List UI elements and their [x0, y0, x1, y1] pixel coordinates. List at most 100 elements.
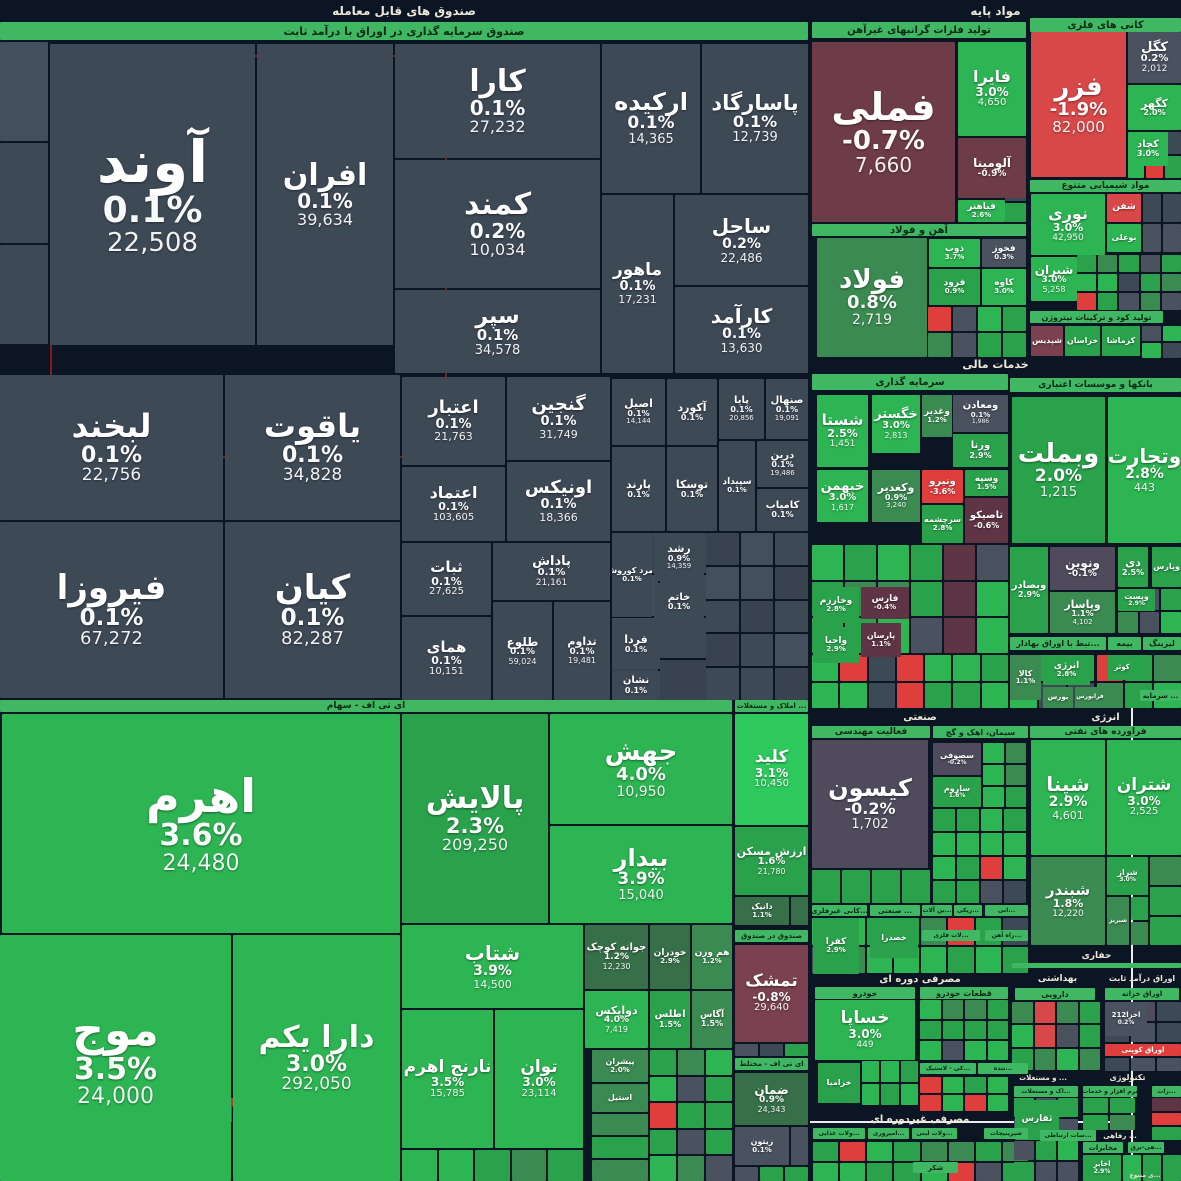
mosaic-cell[interactable]	[706, 1156, 732, 1181]
mosaic-cell[interactable]	[1143, 1155, 1161, 1181]
mosaic-cell[interactable]	[0, 42, 48, 142]
tile-naranj[interactable]: نارنج اهرم 3.5% 15,785	[402, 1010, 493, 1148]
mosaic-cell[interactable]	[775, 634, 808, 667]
tile-yaghoot[interactable]: یاقوت 0.1% 34,828	[225, 375, 400, 520]
mosaic-cell[interactable]	[881, 1084, 899, 1105]
tile-akhabar[interactable]: اخابر 2.9%	[1083, 1155, 1121, 1181]
mosaic-cell[interactable]	[650, 1103, 676, 1128]
mosaic-cell[interactable]	[1057, 1048, 1078, 1070]
tile-separ[interactable]: سپر 0.1% 34,578	[395, 290, 600, 373]
mosaic-cell[interactable]	[1163, 194, 1181, 222]
mosaic-cell[interactable]	[942, 1020, 963, 1040]
mosaic-cell[interactable]	[975, 1162, 1001, 1181]
mosaic-cell[interactable]	[1150, 857, 1181, 885]
mosaic-cell[interactable]	[402, 1150, 437, 1181]
mosaic-cell[interactable]	[956, 833, 979, 855]
mosaic-cell[interactable]	[956, 857, 979, 879]
tile-sonhal[interactable]: صنهال 0.1% 19,091	[766, 379, 808, 439]
tile-steel[interactable]: استیل	[592, 1084, 648, 1112]
mosaic-cell[interactable]	[965, 1020, 986, 1040]
mosaic-cell[interactable]	[978, 333, 1001, 357]
mosaic-cell[interactable]	[740, 533, 774, 565]
tile-akhza[interactable]: اخزا212 0.2%	[1105, 1002, 1147, 1036]
tile-zeman[interactable]: ضمان 0.9% 24,343	[735, 1073, 808, 1125]
mosaic-cell[interactable]	[933, 809, 955, 831]
mosaic-cell[interactable]	[942, 1000, 963, 1019]
mosaic-cell[interactable]	[706, 1050, 732, 1075]
tile-vomaaden[interactable]: ومعادن 0.1% 1,986	[953, 395, 1008, 432]
tile-shebriz[interactable]: شبریز	[1107, 897, 1129, 945]
mosaic-cell[interactable]	[928, 307, 951, 331]
mosaic-cell[interactable]	[1079, 1025, 1100, 1047]
mosaic-cell[interactable]	[1150, 887, 1181, 915]
tile-fars[interactable]: فارس -0.4%	[861, 587, 909, 619]
mosaic-cell[interactable]	[1003, 333, 1026, 357]
mosaic-cell[interactable]	[981, 655, 1008, 681]
mosaic-cell[interactable]	[650, 1076, 676, 1102]
mosaic-cell[interactable]	[1161, 589, 1181, 610]
mosaic-cell[interactable]	[706, 1129, 732, 1155]
mosaic-cell[interactable]	[475, 1150, 510, 1181]
mosaic-cell[interactable]	[678, 1103, 704, 1128]
mosaic-cell[interactable]	[1131, 922, 1148, 945]
tile-vepost[interactable]: وپست 2.9%	[1118, 589, 1155, 611]
mosaic-cell[interactable]	[953, 655, 980, 681]
tile-sheraz[interactable]: شراز 3.0%	[1107, 857, 1148, 895]
mosaic-cell[interactable]	[987, 1077, 1008, 1093]
mosaic-cell[interactable]	[862, 1084, 880, 1105]
mosaic-cell[interactable]	[1058, 1098, 1078, 1118]
mosaic-cell[interactable]	[1152, 1098, 1181, 1111]
tile-noori[interactable]: نوری 3.0% 42,950	[1031, 194, 1105, 255]
mosaic-cell[interactable]	[1161, 293, 1181, 310]
tile-shabandar[interactable]: شبندر 1.8% 12,220	[1031, 857, 1105, 945]
mosaic-cell[interactable]	[980, 809, 1003, 831]
tile-sabat[interactable]: ثبات 0.1% 27,625	[402, 543, 491, 615]
tile-vetejarat[interactable]: وتجارت 2.8% 443	[1108, 397, 1181, 543]
tile-asil[interactable]: اصیل 0.1% 14,144	[612, 379, 665, 445]
mosaic-cell[interactable]	[548, 1150, 583, 1181]
tile-kegohar[interactable]: کگهر 2.0%	[1128, 85, 1181, 130]
mosaic-cell[interactable]	[983, 743, 1004, 763]
mosaic-cell[interactable]	[953, 333, 976, 357]
mosaic-cell[interactable]	[740, 668, 774, 700]
tile-agas[interactable]: آگاس 1.5%	[692, 991, 732, 1048]
mosaic-cell[interactable]	[1142, 326, 1161, 341]
mosaic-cell[interactable]	[1005, 765, 1026, 785]
mosaic-cell[interactable]	[1164, 156, 1181, 178]
mosaic-cell[interactable]	[812, 545, 843, 580]
tile-tavan[interactable]: توان 3.0% 23,114	[495, 1010, 583, 1148]
tile-darin[interactable]: درین 0.1% 19,486	[757, 441, 808, 487]
mosaic-cell[interactable]	[942, 1095, 963, 1111]
mosaic-cell[interactable]	[706, 533, 739, 565]
mosaic-cell[interactable]	[1079, 1048, 1100, 1070]
mosaic-cell[interactable]	[953, 307, 976, 331]
mosaic-cell[interactable]	[921, 1142, 947, 1161]
tile-vonovin[interactable]: ونوین -0.1%	[1050, 547, 1115, 590]
tile-padash[interactable]: پاداش 0.1% 21,161	[493, 543, 610, 600]
mosaic-cell[interactable]	[868, 682, 895, 708]
mosaic-cell[interactable]	[868, 655, 895, 681]
mosaic-cell[interactable]	[933, 881, 955, 903]
mosaic-cell[interactable]	[842, 870, 870, 903]
mosaic-cell[interactable]	[965, 1041, 986, 1060]
mosaic-cell[interactable]	[933, 833, 955, 855]
tile-homay[interactable]: همای 0.1% 10,151	[402, 617, 491, 700]
mosaic-cell[interactable]	[1004, 881, 1026, 903]
mosaic-cell[interactable]	[911, 618, 942, 653]
mosaic-cell[interactable]	[1098, 293, 1118, 310]
mosaic-cell[interactable]	[920, 1020, 941, 1040]
mosaic-cell[interactable]	[1034, 1048, 1055, 1070]
tile-dey[interactable]: دی 2.5%	[1118, 547, 1148, 587]
mosaic-cell[interactable]	[1105, 1058, 1129, 1071]
mosaic-cell[interactable]	[706, 668, 739, 700]
mosaic-cell[interactable]	[1005, 203, 1026, 222]
mosaic-cell[interactable]	[785, 1044, 808, 1056]
mosaic-cell[interactable]	[706, 1103, 732, 1128]
mosaic-cell[interactable]	[1110, 1115, 1135, 1130]
mosaic-cell[interactable]	[1123, 1155, 1141, 1181]
tile-khatam[interactable]: خاتم 0.1%	[654, 583, 704, 621]
tile-javaneh[interactable]: جوانه کوچک 1.2% 12,230	[585, 925, 648, 989]
tile-tooska[interactable]: توسکا 0.1%	[667, 447, 717, 531]
tile-alumina[interactable]: آلومینا -0.9%	[958, 138, 1026, 198]
tile-darayekam[interactable]: دارا یکم 3.0% 292,050	[233, 935, 400, 1181]
